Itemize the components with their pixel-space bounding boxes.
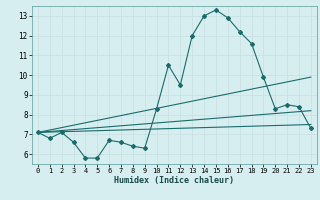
X-axis label: Humidex (Indice chaleur): Humidex (Indice chaleur) [115,176,234,185]
